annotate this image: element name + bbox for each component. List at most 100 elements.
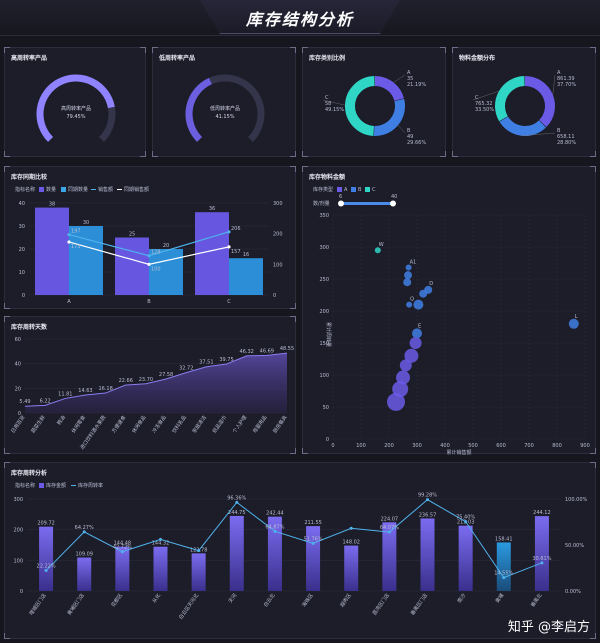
x-tick-label: 厨房餐具 xyxy=(271,414,288,434)
yoy-comparison-panel: 库存同期比较 指标名称 数量 同期数量 销售额 同期销售额 0 10 20 30 40 0… xyxy=(4,166,296,309)
panel-title: 物料金额分布 xyxy=(459,55,496,62)
rate-label: 99.28% xyxy=(418,493,437,499)
x-tick-label: 黄埔 xyxy=(494,592,505,604)
point-prev-sales xyxy=(147,262,151,266)
x-tick-label: 增城区门店 xyxy=(28,592,48,617)
point-label: A1 xyxy=(410,259,417,265)
bar-value-label: 236.57 xyxy=(419,512,437,518)
bar-value-label: 242.44 xyxy=(266,511,284,517)
data-label: 37.51 xyxy=(199,360,213,366)
legend-swatch-prev-qty xyxy=(61,187,66,192)
donut-label-value: 658.11 xyxy=(557,134,575,140)
rate-label: 75.40% xyxy=(456,515,475,521)
bar-amount xyxy=(267,516,282,591)
rate-label: 64.87% xyxy=(265,524,284,530)
y-tick-label: 0 xyxy=(22,293,25,299)
point-sales xyxy=(147,254,151,258)
scatter-point xyxy=(399,359,412,372)
y2-tick-label: 50.00% xyxy=(565,543,584,549)
legend-item[interactable]: 同期销售额 xyxy=(124,186,149,193)
donut-leader-line xyxy=(322,99,346,106)
point-rate xyxy=(387,530,391,534)
gauge-percent: 79.45% xyxy=(66,114,85,120)
x-tick-label: 海珠区 xyxy=(300,592,314,608)
x-tick-label: 黄埔区门店 xyxy=(66,592,86,617)
scatter-point xyxy=(419,289,428,298)
point-prev-sales xyxy=(227,245,231,249)
gauge-fill xyxy=(36,74,115,142)
donut-slice xyxy=(373,98,405,136)
bar-value-label: 224.07 xyxy=(381,516,399,522)
x-tick-label: 天河 xyxy=(227,592,238,604)
point-label: W xyxy=(379,242,384,248)
point-rate xyxy=(197,549,201,553)
y-tick-label: 300 xyxy=(13,497,23,503)
x-tick-label: 800 xyxy=(552,443,562,449)
legend-item[interactable]: B xyxy=(358,187,362,193)
legend-item[interactable]: 库存金额 xyxy=(46,482,66,489)
legend-swatch-a xyxy=(337,187,342,192)
turnover-days-panel: 库存周转天数 0 20 40 60 5.49 日用百货 6.22 蔬菜生鲜 11.81 粮油 14.… xyxy=(4,316,296,454)
donut-label-value: 49 xyxy=(407,134,413,140)
legend-item[interactable]: 数量 xyxy=(46,186,56,193)
legend-item[interactable]: 销售额 xyxy=(98,186,113,193)
donut-label-value: 58 xyxy=(325,101,331,107)
y-tick-label: 150 xyxy=(319,341,329,347)
bar-prev-quantity xyxy=(229,258,263,295)
point-rate xyxy=(82,530,86,534)
dashboard-header: 库存结构分析 xyxy=(0,0,600,36)
point-prev-sales xyxy=(67,240,71,244)
x-tick-label: 花都区 xyxy=(110,592,124,608)
bar-amount xyxy=(39,526,54,591)
rate-label: 30.61% xyxy=(532,556,551,562)
y-tick-label: 40 xyxy=(15,362,21,368)
legend-item[interactable]: 同期数量 xyxy=(68,186,88,193)
bar-value-label: 25 xyxy=(129,232,135,238)
x-tick-label: 900 xyxy=(580,443,590,449)
slider-label: 数/剂量 xyxy=(313,200,330,207)
donut-label-name: C xyxy=(475,95,479,101)
data-label: 27.58 xyxy=(159,372,173,378)
data-label: 22.66 xyxy=(119,378,133,384)
x-tick-label: 100 xyxy=(356,443,366,449)
bar-amount xyxy=(534,516,549,591)
range-slider-track[interactable] xyxy=(341,202,393,205)
bar-value-label: 244.75 xyxy=(228,510,246,516)
bar-amount xyxy=(496,542,511,591)
x-tick-label: 家庭清洁 xyxy=(191,414,208,434)
donut-label-value: 35 xyxy=(407,76,413,82)
legend-item[interactable]: 库存周转率 xyxy=(78,482,103,489)
rate-label: 51.76% xyxy=(304,536,323,542)
y-tick-label: 10 xyxy=(19,270,25,276)
bar-value-label: 36 xyxy=(209,206,215,212)
donut-slice xyxy=(374,76,404,102)
y2-tick-label: 300 xyxy=(273,201,283,207)
range-slider-handle-min[interactable] xyxy=(338,200,344,207)
legend-swatch-c xyxy=(365,187,370,192)
scatter-point xyxy=(403,278,412,287)
point-label: 157 xyxy=(231,249,241,255)
panel-title: 库存类别比例 xyxy=(309,55,346,62)
range-slider-handle-max[interactable] xyxy=(390,200,396,207)
point-label: 197 xyxy=(71,229,81,235)
scatter-point xyxy=(396,370,410,385)
point-rate xyxy=(120,550,124,554)
x-tick-label: 蔬菜生鲜 xyxy=(30,414,47,434)
rate-label: 64.27% xyxy=(75,525,94,531)
point-label: E xyxy=(418,323,421,329)
material-scatter-chart: 库存类型 A B C 数/剂量 6 40 0 50 100 150 200 250 300 3… xyxy=(313,186,590,455)
gauge-fill xyxy=(185,77,212,142)
point-rate xyxy=(349,526,353,530)
y2-tick-label: 0.00% xyxy=(565,589,581,595)
legend-item[interactable]: C xyxy=(372,187,376,193)
x-tick-label: 200 xyxy=(384,443,394,449)
y-tick-label: 100 xyxy=(319,373,329,379)
rate-label: 64.07% xyxy=(380,525,399,531)
donut-leader-line xyxy=(552,74,556,95)
donut-label-name: B xyxy=(407,128,411,134)
bar-amount xyxy=(153,546,168,591)
bar-amount xyxy=(115,546,130,591)
legend-item[interactable]: A xyxy=(344,187,348,193)
